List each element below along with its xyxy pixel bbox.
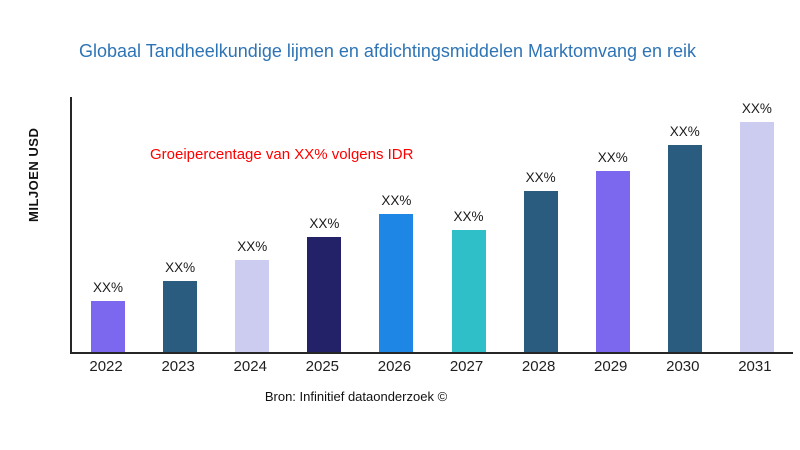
bar-slot-2022: XX% [72, 97, 144, 352]
bar-slot-2023: XX% [144, 97, 216, 352]
bar-value-label-2024: XX% [237, 239, 268, 255]
source-caption: Bron: Infinitief dataonderzoek © [264, 389, 448, 404]
x-tick-2028: 2028 [521, 358, 556, 375]
bar-value-label-2023: XX% [165, 259, 196, 275]
x-tick-2027: 2027 [449, 358, 484, 375]
bar-slot-2031: XX% [721, 97, 793, 352]
bar-2024 [235, 260, 270, 352]
x-tick-2023: 2023 [161, 358, 195, 375]
bar-2023 [163, 280, 198, 352]
bar-slot-2024: XX% [216, 97, 288, 352]
bar-2030 [667, 145, 702, 352]
bar-2027 [451, 230, 486, 352]
bar-slot-2026: XX% [360, 97, 432, 352]
x-tick-2030: 2030 [666, 358, 700, 375]
x-tick-2026: 2026 [377, 358, 412, 375]
bar-slot-2029: XX% [577, 97, 649, 352]
bar-2025 [307, 237, 342, 352]
bar-value-label-2029: XX% [597, 149, 628, 165]
bar-slot-2030: XX% [649, 97, 721, 352]
bar-value-label-2025: XX% [309, 216, 340, 232]
x-tick-2025: 2025 [305, 358, 340, 375]
bar-2029 [595, 170, 630, 352]
bar-2028 [523, 191, 558, 352]
chart-title: Globaal Tandheelkundige lijmen en afdich… [79, 41, 697, 61]
bar-value-label-2027: XX% [453, 209, 484, 225]
bar-value-label-2026: XX% [381, 193, 412, 209]
bar-2031 [739, 122, 774, 352]
bar-value-label-2028: XX% [525, 170, 556, 186]
bar-value-label-2022: XX% [93, 280, 124, 296]
plot-area: XX% XX% XX% XX% XX% XX% XX% XX% XX% XX% [70, 97, 793, 354]
bar-slot-2027: XX% [432, 97, 504, 352]
y-axis-label: MILJOEN USD [26, 127, 41, 223]
x-tick-2024: 2024 [233, 358, 267, 375]
x-tick-2031: 2031 [738, 358, 772, 375]
x-tick-2022: 2022 [89, 358, 123, 375]
bar-value-label-2031: XX% [741, 101, 772, 117]
bar-2022 [91, 301, 126, 352]
x-tick-2029: 2029 [594, 358, 628, 375]
bar-2026 [379, 214, 414, 352]
bar-slot-2025: XX% [288, 97, 360, 352]
x-axis-labels: 2022 2023 2024 2025 2026 2027 2028 2029 2030 2031 [70, 358, 791, 375]
growth-rate-annotation: Groeipercentage van XX% volgens IDR [150, 146, 414, 163]
bar-value-label-2030: XX% [669, 124, 700, 140]
bar-slot-2028: XX% [505, 97, 577, 352]
